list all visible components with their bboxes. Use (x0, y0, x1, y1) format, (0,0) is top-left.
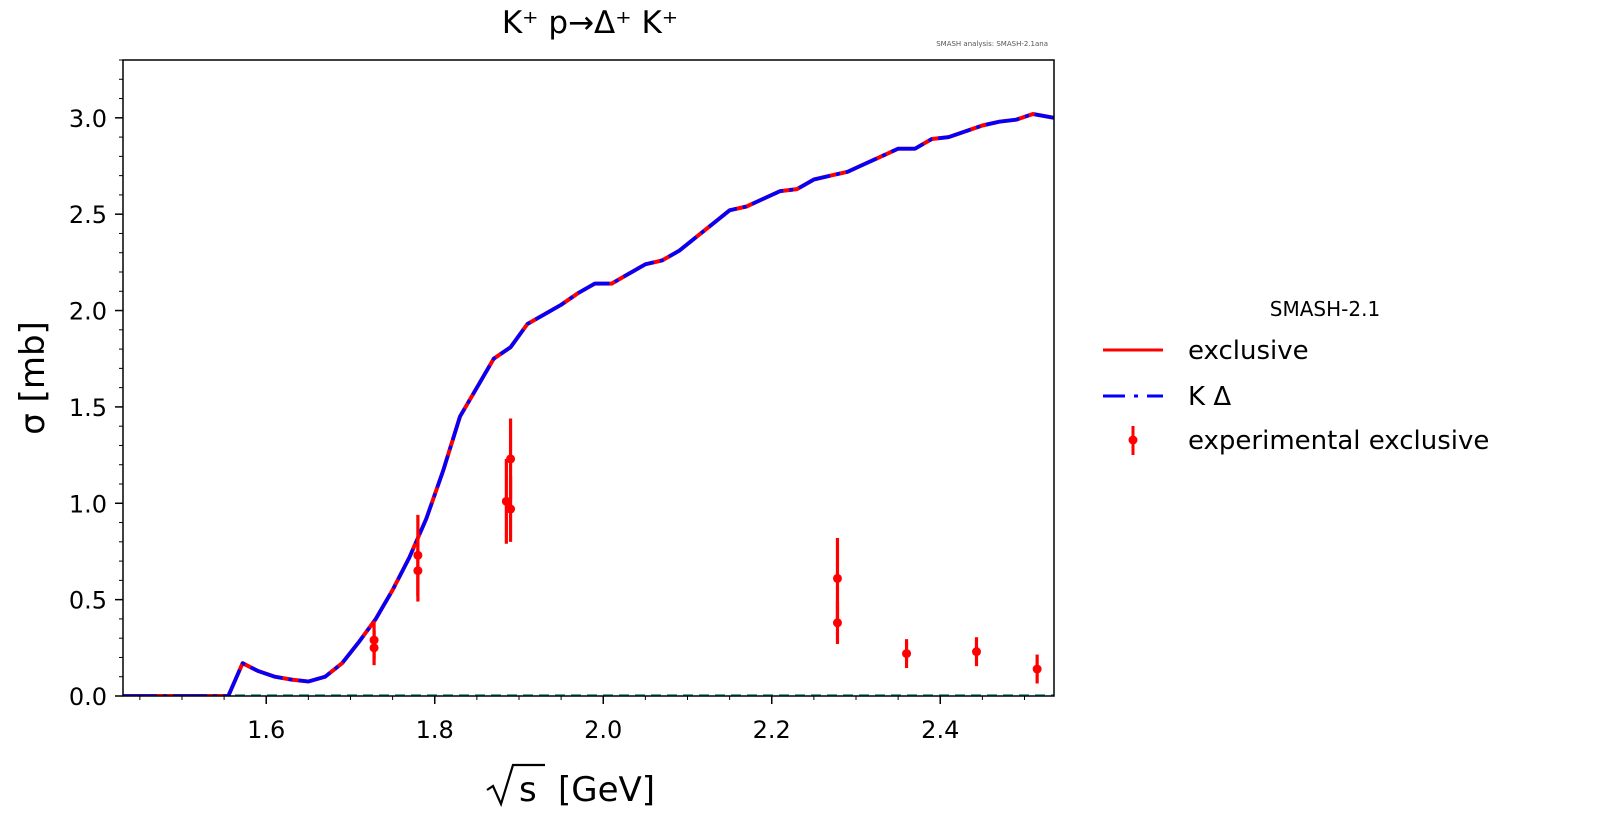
x-tick-label-1: 1.8 (416, 716, 454, 744)
x-axis-label-text: [GeV] (558, 770, 655, 810)
data-point-4 (501, 496, 511, 506)
legend-experimental-marker (1128, 435, 1138, 445)
x-tick-label-0: 1.6 (247, 716, 285, 744)
data-point-9 (902, 649, 912, 659)
data-point-11 (1032, 664, 1042, 674)
x-axis-ticks: 1.6 1.8 2.0 2.2 2.4 (139, 696, 1026, 744)
y-tick-label-4: 2.0 (69, 298, 107, 326)
y-tick-label-3: 1.5 (69, 394, 107, 422)
legend: SMASH-2.1 exclusive K Δ experimental exc… (1103, 297, 1489, 456)
x-axis-label: s [GeV] (486, 763, 655, 810)
y-tick-label-2: 1.0 (69, 490, 107, 518)
watermark-text: SMASH analysis: SMASH-2.1ana (936, 40, 1048, 48)
y-tick-label-1: 0.5 (69, 587, 107, 615)
legend-title: SMASH-2.1 (1270, 297, 1380, 321)
data-point-3 (413, 566, 423, 576)
series-line-0 (123, 112, 1054, 696)
x-tick-label-4: 2.4 (921, 716, 959, 744)
y-tick-label-6: 3.0 (69, 105, 107, 133)
y-tick-label-0: 0.0 (69, 683, 107, 711)
data-point-7 (832, 573, 842, 583)
y-tick-label-5: 2.5 (69, 201, 107, 229)
data-point-10 (971, 647, 981, 657)
chart-title: K⁺ p→Δ⁺ K⁺ (502, 5, 678, 41)
errorbar-layer (369, 418, 1042, 684)
data-point-5 (506, 454, 516, 464)
legend-experimental-label: experimental exclusive (1188, 426, 1489, 456)
series-line-1 (123, 112, 1054, 696)
data-point-1 (369, 643, 379, 653)
legend-exclusive-label: exclusive (1188, 336, 1309, 366)
legend-kdelta-label: K Δ (1188, 382, 1231, 412)
x-tick-label-2: 2.0 (584, 716, 622, 744)
y-axis-label: σ [mb] (13, 321, 53, 435)
x-axis-math-symbol: s (519, 770, 537, 810)
x-tick-label-3: 2.2 (753, 716, 791, 744)
data-point-8 (832, 618, 842, 628)
y-axis-ticks: 0.0 0.5 1.0 1.5 2.0 2.5 3.0 (69, 59, 123, 711)
data-point-6 (506, 504, 516, 514)
series-layer (123, 112, 1054, 696)
sqrt-radical-icon (486, 763, 545, 808)
plot-frame (122, 59, 1055, 697)
